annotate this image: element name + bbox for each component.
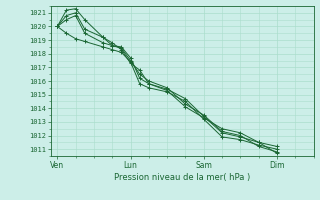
X-axis label: Pression niveau de la mer( hPa ): Pression niveau de la mer( hPa ): [114, 173, 251, 182]
